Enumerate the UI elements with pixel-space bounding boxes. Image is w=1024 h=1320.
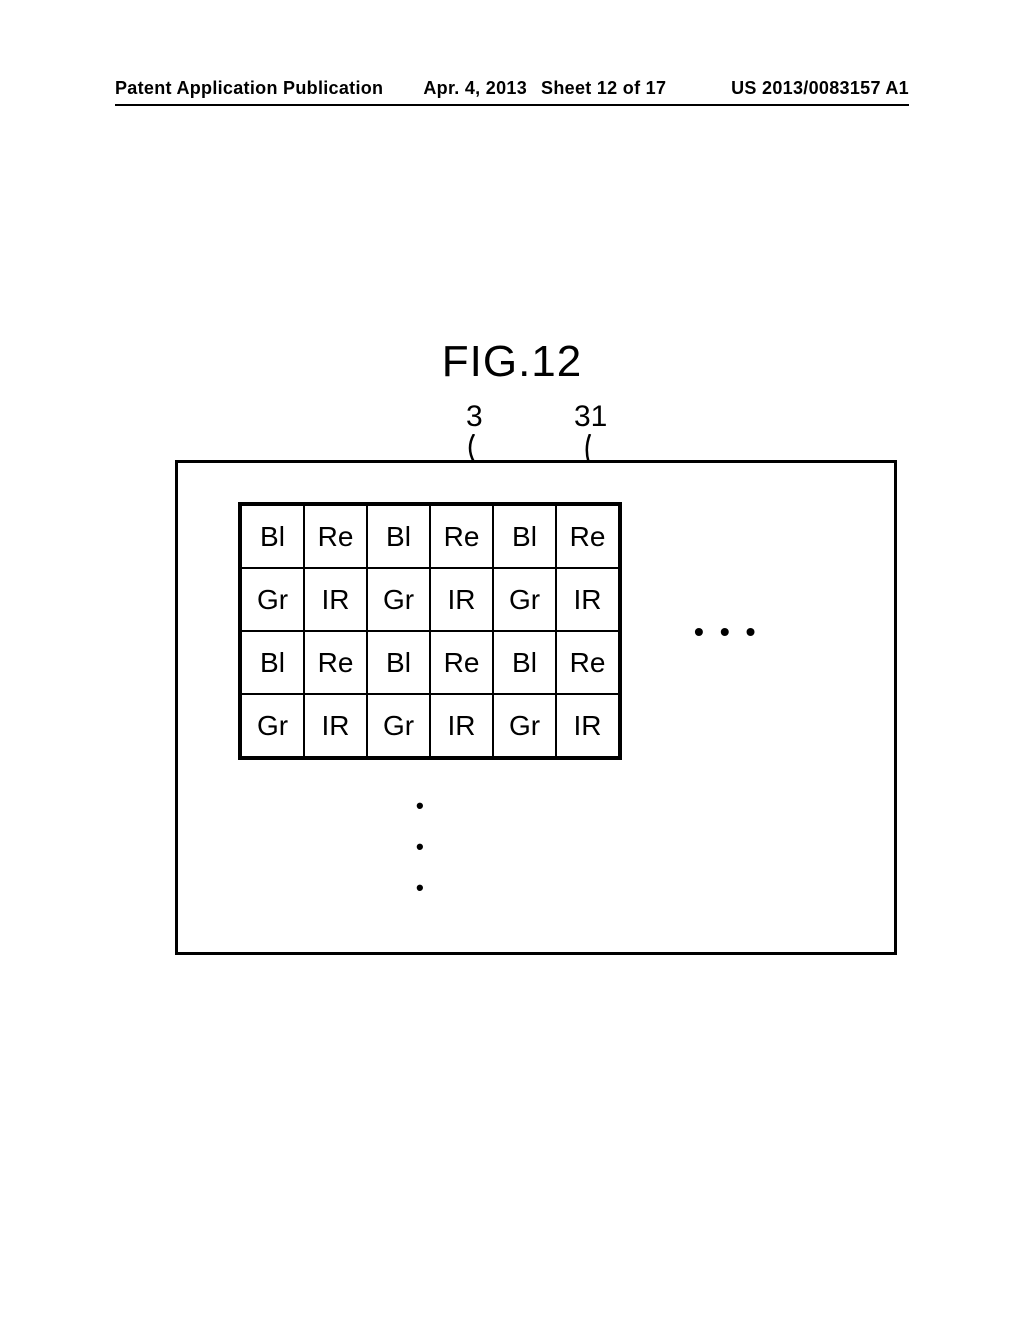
pixel-cell: Re: [430, 505, 493, 568]
pixel-cell: Bl: [367, 631, 430, 694]
pixel-cell: Gr: [241, 694, 304, 757]
pixel-cell: IR: [430, 694, 493, 757]
callout-3: 3: [466, 400, 483, 434]
pixel-cell: IR: [304, 694, 367, 757]
dot-icon: •: [416, 841, 424, 852]
pixel-cell: IR: [304, 568, 367, 631]
header-pubnumber: US 2013/0083157 A1: [731, 78, 909, 99]
figure-title: FIG.12: [0, 337, 1024, 387]
header-rule: [115, 104, 909, 106]
pixel-cell: Re: [430, 631, 493, 694]
pixel-cell: Re: [304, 631, 367, 694]
dot-icon: •: [694, 616, 720, 647]
patent-header: Patent Application Publication Apr. 4, 2…: [115, 78, 909, 99]
pixel-filter-grid: BlReBlReBlReGrIRGrIRGrIRBlReBlReBlReGrIR…: [238, 502, 622, 760]
callout-31: 31: [574, 400, 607, 434]
dot-icon: •: [416, 800, 424, 811]
pixel-cell: Gr: [493, 694, 556, 757]
pixel-cell: Bl: [367, 505, 430, 568]
pixel-cell: Bl: [241, 631, 304, 694]
pixel-cell: Bl: [241, 505, 304, 568]
pixel-cell: Re: [304, 505, 367, 568]
header-sheet: Sheet 12 of 17: [541, 78, 666, 99]
pixel-cell: Gr: [367, 694, 430, 757]
pixel-cell: Gr: [367, 568, 430, 631]
header-publication-label: Patent Application Publication: [115, 78, 383, 99]
dot-icon: •: [746, 616, 772, 647]
dot-icon: •: [720, 616, 746, 647]
dot-icon: •: [416, 882, 424, 893]
header-date: Apr. 4, 2013: [423, 78, 527, 99]
vertical-ellipsis: • • •: [416, 800, 424, 893]
pixel-cell: Gr: [241, 568, 304, 631]
pixel-cell: IR: [430, 568, 493, 631]
pixel-cell: Gr: [493, 568, 556, 631]
pixel-cell: IR: [556, 568, 619, 631]
pixel-cell: Bl: [493, 505, 556, 568]
horizontal-ellipsis: •••: [694, 616, 771, 648]
pixel-cell: IR: [556, 694, 619, 757]
pixel-cell: Re: [556, 505, 619, 568]
pixel-cell: Re: [556, 631, 619, 694]
pixel-cell: Bl: [493, 631, 556, 694]
